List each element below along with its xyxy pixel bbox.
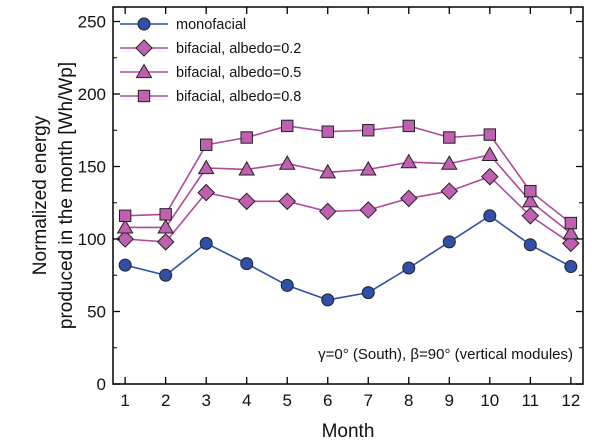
- series-1-point: [361, 286, 375, 300]
- series-2-point: [116, 230, 134, 248]
- series-1-point: [199, 236, 213, 250]
- y-axis-title-line-1: Normalized energy: [30, 115, 51, 275]
- series-line-1: [125, 214, 572, 301]
- series-1-point: [402, 261, 416, 275]
- series-3-point: [197, 159, 215, 175]
- legend-label-1: monofacial: [176, 17, 246, 33]
- series-3-point: [278, 155, 296, 170]
- y-tick-label: 250: [78, 13, 106, 32]
- series-4-point: [199, 138, 213, 151]
- series-2-point: [521, 206, 540, 225]
- series-4-point: [159, 208, 172, 221]
- y-tick-label: 0: [97, 375, 106, 394]
- series-4-point: [321, 125, 334, 138]
- x-tick-label: 5: [282, 391, 291, 410]
- x-axis-title: Month: [322, 421, 375, 442]
- series-4-point: [118, 209, 132, 223]
- series-3-point: [116, 218, 134, 234]
- y-tick-label: 150: [78, 158, 106, 177]
- series-1-point: [159, 268, 173, 282]
- series-2-point: [440, 182, 459, 200]
- series-1-point: [118, 258, 132, 272]
- legend-marker-1: [137, 17, 151, 31]
- series-1-point: [483, 209, 497, 223]
- series-2-point: [278, 192, 297, 211]
- series-3-point: [481, 146, 499, 162]
- x-tick-label: 7: [364, 391, 373, 410]
- series-3-point: [359, 160, 377, 176]
- series-3-point: [400, 153, 418, 169]
- series-3-point: [319, 163, 337, 179]
- y-tick-label: 200: [78, 85, 106, 104]
- series-1-point: [442, 235, 456, 249]
- x-tick-label: 9: [445, 391, 454, 410]
- series-4-point: [362, 124, 375, 137]
- x-tick-label: 6: [323, 391, 332, 410]
- x-tick-label: 11: [521, 391, 539, 410]
- series-1-point: [523, 238, 537, 252]
- series-3-point: [562, 224, 580, 240]
- series-2-point: [237, 192, 256, 211]
- series-4-point: [443, 131, 456, 144]
- series-3-point: [157, 218, 175, 234]
- series-4-point: [564, 216, 578, 230]
- legend: monofacial bifacial, albedo=0.2 bifacial, …: [120, 17, 301, 105]
- series-3-point: [440, 155, 458, 170]
- x-tick-label: 1: [120, 391, 129, 410]
- x-tick-label: 4: [242, 391, 251, 410]
- series-line-2: [125, 175, 572, 244]
- series-4-point: [483, 128, 497, 141]
- series-1-point: [321, 293, 335, 307]
- legend-label-4: bifacial, albedo=0.8: [176, 89, 301, 105]
- series-4-point: [281, 119, 294, 133]
- x-tick-label: 3: [201, 391, 210, 410]
- series-line-4: [125, 125, 572, 224]
- series-2-point: [156, 233, 175, 251]
- legend-label-3: bifacial, albedo=0.5: [176, 65, 301, 81]
- series-1-point: [240, 257, 254, 271]
- series-3-point: [238, 160, 256, 176]
- x-tick-label: 2: [161, 391, 170, 410]
- series-1-point: [564, 260, 578, 274]
- x-tick-label: 12: [561, 391, 580, 410]
- series-layer: [116, 119, 580, 307]
- series-2-point: [318, 202, 337, 221]
- series-2-point: [399, 189, 418, 208]
- x-tick-label: 8: [404, 391, 413, 410]
- plot-frame: [112, 6, 584, 385]
- legend-marker-2: [135, 39, 153, 57]
- series-3-point: [521, 192, 539, 208]
- series-1-point: [280, 278, 294, 292]
- series-2-point: [481, 167, 499, 186]
- y-axis-title-line-2: produced in the month [Wh/Wp]: [56, 62, 77, 329]
- series-2-point: [197, 183, 215, 202]
- annotation-text: γ=0° (South), β=90° (vertical modules): [318, 346, 573, 363]
- series-2-point: [359, 201, 378, 219]
- x-tick-label: 10: [480, 391, 499, 410]
- series-line-3: [125, 154, 572, 234]
- legend-marker-4: [137, 89, 151, 103]
- y-tick-label: 100: [78, 230, 106, 249]
- legend-marker-3: [135, 63, 153, 79]
- y-tick-label: 50: [87, 303, 106, 322]
- series-4-point: [524, 184, 537, 198]
- series-4-point: [402, 119, 415, 133]
- series-4-point: [240, 131, 253, 144]
- legend-label-2: bifacial, albedo=0.2: [176, 41, 301, 57]
